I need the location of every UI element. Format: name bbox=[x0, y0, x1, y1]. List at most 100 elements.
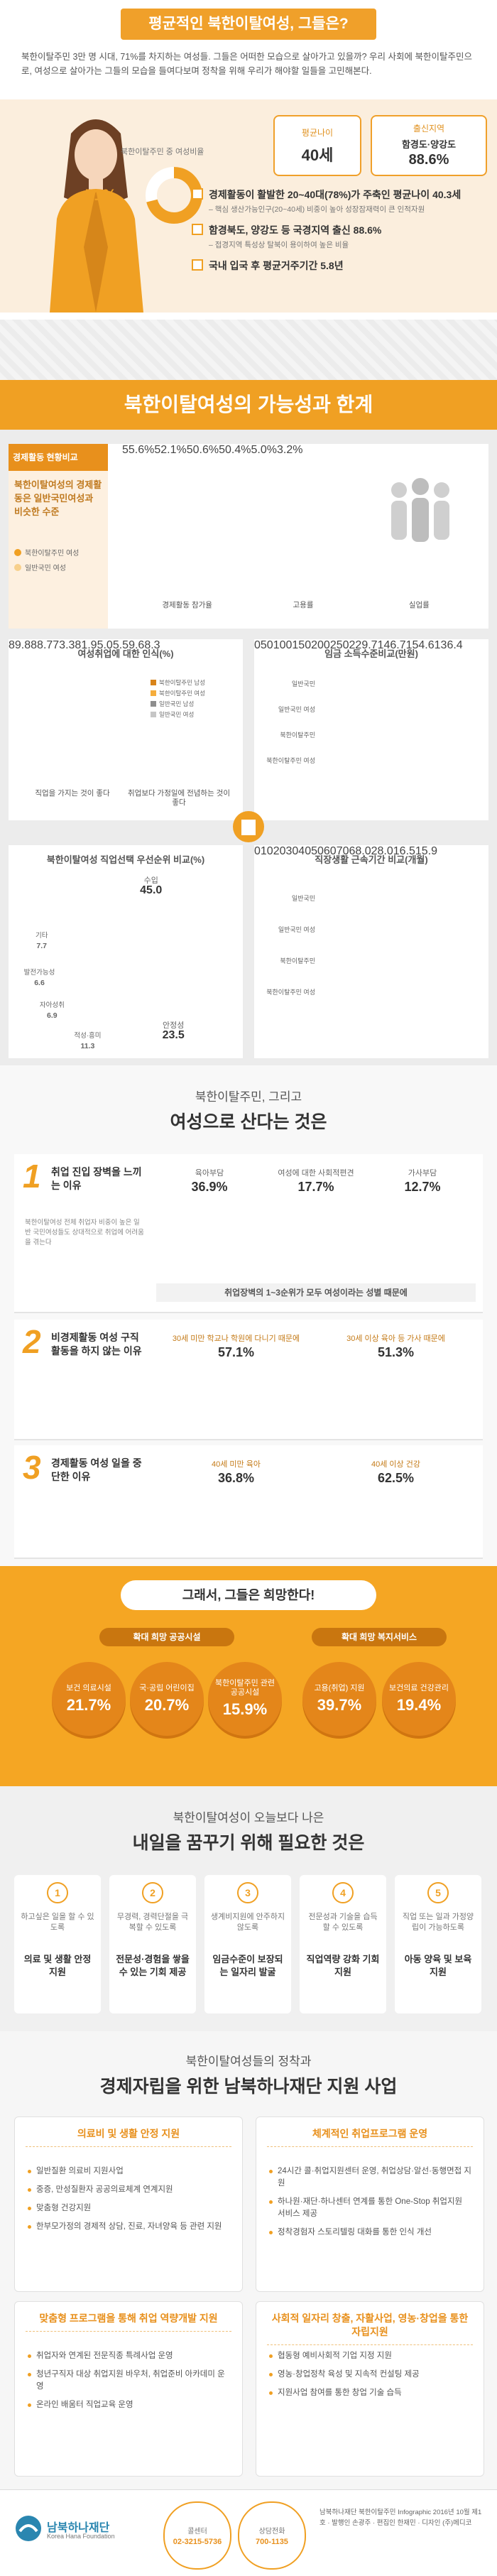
x-tick-label: 고용률 bbox=[293, 601, 314, 609]
stat-label: 40세 이상 건강 bbox=[371, 1460, 420, 1469]
stat-value: 17.7% bbox=[297, 1180, 334, 1194]
contact-label: 콜센터 bbox=[187, 2528, 207, 2536]
legend-swatch bbox=[14, 563, 21, 571]
bullet bbox=[269, 2354, 273, 2358]
age-label: 평균나이 bbox=[301, 128, 334, 138]
living-item: 1 취업 진입 장벽을 느끼는 이유 북한이탈여성 전체 취업자 비중이 높은 일반… bbox=[14, 1154, 483, 1313]
support-list: 협동형 예비사회적 기업 지정 지원 영농·창업정착 육성 및 지속적 컨설팅 제… bbox=[269, 2350, 471, 2406]
support-item: 한부모가정의 경제적 상담, 진료, 자녀양육 등 관련 지원 bbox=[28, 2221, 230, 2233]
credits: 남북하나재단 북한이탈주민 Infographic 2016년 10월 제1호 … bbox=[320, 2509, 482, 2527]
legend: 북한이탈주민 남성 북한이탈주민 여성 일반국민 남성 일반국민 여성 bbox=[151, 676, 239, 719]
contact: 콜센터 02-3215-5736 bbox=[163, 2501, 231, 2570]
stat-label: 40세 미만 육아 bbox=[212, 1460, 261, 1469]
stat-label: 30세 미만 학교나 학원에 다니기 때문에 bbox=[172, 1335, 300, 1343]
legend-label: 일반국민 여성 bbox=[159, 711, 195, 718]
region-box: 출신지역 함경도·양강도 88.6% bbox=[371, 115, 487, 176]
people-icon bbox=[391, 478, 449, 542]
item-footer: 취업장벽의 1~3순위가 모두 여성이라는 성별 때문에 bbox=[156, 1283, 476, 1302]
region-value: 함경도·양강도 bbox=[401, 139, 457, 150]
legend-swatch bbox=[151, 701, 156, 707]
x-tick-label: 250 bbox=[329, 639, 349, 651]
support-item-text: 영농·창업정착 육성 및 지속적 컨설팅 제공 bbox=[278, 2370, 420, 2379]
legend-swatch bbox=[151, 690, 156, 696]
ratio-value: 71% bbox=[85, 186, 117, 204]
job-priority-panel: 북한이탈여성 직업선택 우선순위 비교(%) 수입 45.0 안정성 23.5 적성·흥… bbox=[9, 845, 243, 1058]
need-main: 직업역량 강화 기회지원 bbox=[306, 1954, 380, 1977]
item-desc: 북한이탈여성 전체 취업자 비중이 높은 일반 국민여성들도 상대적으로 취업에… bbox=[25, 1219, 144, 1246]
bullet bbox=[269, 2373, 273, 2376]
bullet bbox=[28, 2354, 31, 2358]
stat-label: 30세 이상 육아 등 가사 때문에 bbox=[346, 1335, 445, 1343]
x-tick-label: 실업률 bbox=[408, 601, 430, 609]
slice-value: 23.5 bbox=[162, 1029, 185, 1042]
value-label: 9.6 bbox=[129, 639, 145, 651]
need-lead: 직업 또는 일과 가정양립이 가능하도록 bbox=[402, 1913, 474, 1932]
bullet bbox=[28, 2373, 31, 2376]
bullet bbox=[28, 2225, 31, 2229]
header-banner: 평균적인 북한이탈여성, 그들은? bbox=[121, 9, 376, 40]
group-label: 확대 희망 복지서비스 bbox=[312, 1628, 447, 1646]
support-box: 사회적 일자리 창출, 자활사업, 영농·창업을 통한 자립지원 협동형 예비사회… bbox=[256, 2301, 484, 2477]
value-label: 89.8 bbox=[9, 639, 31, 651]
need-number: 1 bbox=[47, 1882, 68, 1903]
hope-value: 19.4% bbox=[396, 1695, 442, 1714]
legend-label: 북한이탈주민 남성 bbox=[159, 679, 205, 686]
legend-swatch bbox=[14, 548, 21, 556]
stat: 육아부담 36.9% bbox=[156, 1163, 263, 1195]
icon-head bbox=[412, 478, 429, 495]
slice-label: 안정성 23.5 bbox=[143, 1021, 203, 1042]
intro: 북한이탈주민 3만 명 시대, 71%를 차지하는 여성들. 그들은 어떠한 모… bbox=[21, 52, 472, 76]
support-item: 중증, 만성질환자 공공의료체계 연계지원 bbox=[28, 2184, 230, 2196]
legend-swatch bbox=[151, 680, 156, 685]
living-subtitle: 북한이탈주민, 그리고 bbox=[195, 1090, 302, 1104]
slice-label: 자아성취 6.9 bbox=[22, 1001, 82, 1021]
age-box: 평균나이 40세 bbox=[273, 115, 361, 176]
item-number: 3 bbox=[23, 1449, 41, 1486]
chart-svg: 89.888.773.381.95.05.59.68.3 bbox=[9, 639, 160, 652]
value-label: 52.1% bbox=[154, 444, 187, 456]
support-item-text: 정착경험자 스토리텔링 대화를 통한 인식 개선 bbox=[278, 2228, 432, 2237]
slice-label: 기타 7.7 bbox=[12, 931, 72, 951]
support-title: 경제자립을 위한 남북하나재단 지원 사업 bbox=[99, 2077, 398, 2097]
fact: 경제활동이 활발한 20~40대(78%)가 주축인 평균나이 40.3세 – 핵… bbox=[192, 188, 490, 214]
value-label: 81.9 bbox=[75, 639, 97, 651]
support-item: 정착경험자 스토리텔링 대화를 통한 인식 개선 bbox=[269, 2227, 471, 2239]
slice-label: 수입 45.0 bbox=[121, 876, 181, 896]
need-number: 5 bbox=[427, 1882, 449, 1903]
stat-value: 12.7% bbox=[404, 1180, 441, 1194]
need-lead: 하고싶은 일을 할 수 있도록 bbox=[21, 1913, 94, 1932]
support-item: 취업자와 연계된 전문직종 특례사업 운영 bbox=[28, 2350, 230, 2362]
x-tick-label: 60 bbox=[323, 845, 337, 857]
legend-label: 일반국민 여성 bbox=[25, 565, 66, 572]
support-item-text: 취업자와 연계된 전문직종 특례사업 운영 bbox=[36, 2352, 173, 2360]
org-name: 남북하나재단 bbox=[47, 2522, 110, 2534]
support-item-text: 24시간 콜·취업지원센터 운영, 취업상담·알선·동행면접 지원 bbox=[278, 2167, 472, 2188]
stat: 가사부담 12.7% bbox=[369, 1163, 476, 1195]
fact-line: 국내 입국 후 평균거주기간 5.8년 bbox=[192, 259, 490, 273]
hope-circle: 보건 의료시설 21.7% bbox=[52, 1662, 126, 1736]
fact-list: 경제활동이 활발한 20~40대(78%)가 주축인 평균나이 40.3세 – 핵… bbox=[192, 188, 490, 281]
value-label: 28.0 bbox=[371, 845, 393, 857]
support-box: 의료비 및 생활 안정 지원 일반질환 의료비 지원사업 중증, 만성질환자 공공의… bbox=[14, 2116, 243, 2292]
group-label: 확대 희망 공공시설 bbox=[99, 1628, 234, 1646]
slice-value: 11.3 bbox=[80, 1041, 95, 1050]
support-item: 청년구직자 대상 취업지원 바우처, 취업준비 아카데미 운영 bbox=[28, 2369, 230, 2393]
wage-panel: 임금 소득수준비교(만원) 050100150200250229.7146.71… bbox=[254, 639, 488, 820]
hope-circle: 보건의료 건강관리 19.4% bbox=[382, 1662, 456, 1736]
legend: 북한이탈주민 여성 일반국민 여성 bbox=[14, 547, 102, 572]
item-title: 취업 진입 장벽을 느끼는 이유 bbox=[51, 1166, 142, 1191]
need-main: 임금수준이 보장되는 일자리 발굴 bbox=[212, 1954, 283, 1977]
chart-title: 임금 소득수준비교(만원) bbox=[324, 648, 418, 659]
y-tick-label: 일반국민 bbox=[291, 894, 315, 902]
tenure-panel: 직장생활 근속기간 비교(개월) 01020304050607068.028.0… bbox=[254, 845, 488, 1058]
slice-label: 적성·흥미 11.3 bbox=[58, 1031, 117, 1051]
living-item: 2 비경제활동 여성 구직활동을 하지 않는 이유 30세 미만 학교나 학원에 다… bbox=[14, 1320, 483, 1440]
support-subtitle: 북한이탈여성들의 정착과 bbox=[185, 2055, 312, 2068]
support-item: 하나원·재단·하나센터 연계를 통한 One-Stop 취업지원 서비스 제공 bbox=[269, 2196, 471, 2220]
need-card: 4 전문성과 기술을 습득할 수 있도록 직업역량 강화 기회지원 bbox=[300, 1875, 386, 2013]
org-name-en: Korea Hana Foundation bbox=[47, 2533, 115, 2540]
y-tick-label: 북한이탈주민 여성 bbox=[266, 988, 315, 996]
bullet bbox=[28, 2188, 31, 2192]
slice-name: 자아성취 bbox=[39, 1001, 65, 1009]
